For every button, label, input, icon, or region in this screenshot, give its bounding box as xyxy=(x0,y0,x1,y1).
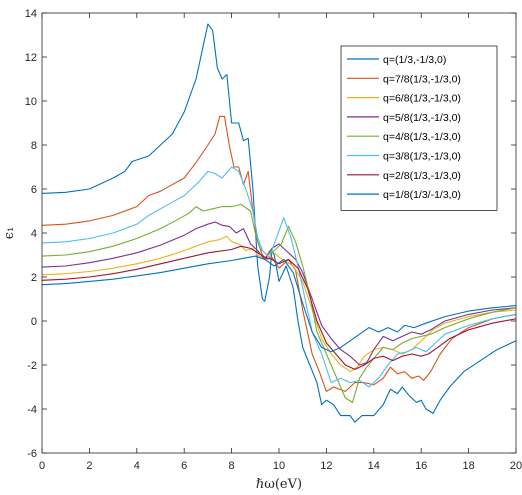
y-tick-label: 10 xyxy=(25,96,37,108)
x-axis: 0 2 4 6 8 10 12 14 16 18 20 xyxy=(39,13,522,472)
x-tick-label: 16 xyxy=(415,460,427,472)
y-tick-label: -2 xyxy=(27,360,37,372)
x-tick-label: 14 xyxy=(368,460,380,472)
y-axis: -6 -4 -2 0 2 4 6 8 10 12 14 xyxy=(25,8,516,460)
y-tick-label: 14 xyxy=(25,8,37,20)
x-tick-label: 8 xyxy=(229,460,235,472)
legend: q=(1/3,-1/3,0) q=7/8(1/3,-1/3,0) q=6/8(1/3… xyxy=(340,45,498,211)
x-tick-label: 4 xyxy=(134,460,140,472)
legend-label: q=3/8(1/3,-1/3,0) xyxy=(383,151,461,163)
series-line-7 xyxy=(42,245,516,370)
y-tick-label: 4 xyxy=(31,228,37,240)
y-tick-label: 8 xyxy=(31,140,37,152)
legend-label: q=5/8(1/3,-1/3,0) xyxy=(383,112,461,124)
y-tick-label: 2 xyxy=(31,272,37,284)
y-tick-label: -6 xyxy=(27,448,37,460)
legend-box xyxy=(340,45,498,211)
series-line-4 xyxy=(42,221,516,366)
legend-label: q=2/8(1/3,-1/3,0) xyxy=(383,170,461,182)
series-line-5 xyxy=(42,203,516,403)
x-tick-label: 0 xyxy=(39,460,45,472)
x-tick-label: 12 xyxy=(320,460,332,472)
series-line-1 xyxy=(42,23,516,423)
y-tick-label: 0 xyxy=(31,316,37,328)
legend-label: q=1/8(1/3/-1/3,0) xyxy=(383,189,461,201)
legend-label: q=4/8(1/3,-1/3,0) xyxy=(383,131,461,143)
x-tick-label: 2 xyxy=(86,460,92,472)
x-tick-label: 20 xyxy=(510,460,522,472)
x-axis-label: ℏω(eV) xyxy=(256,477,302,492)
y-tick-label: 6 xyxy=(31,184,37,196)
x-tick-label: 18 xyxy=(462,460,474,472)
series-lines xyxy=(42,23,516,423)
series-line-6 xyxy=(42,166,516,388)
legend-label: q=7/8(1/3,-1/3,0) xyxy=(383,73,461,85)
series-line-2 xyxy=(42,115,516,392)
series-line-3 xyxy=(42,235,516,373)
y-axis-label: ϵ₁ xyxy=(2,227,17,240)
x-tick-label: 6 xyxy=(181,460,187,472)
legend-label: q=(1/3,-1/3,0) xyxy=(383,54,446,66)
y-tick-label: -4 xyxy=(27,404,37,416)
legend-label: q=6/8(1/3,-1/3,0) xyxy=(383,93,461,105)
series-line-8 xyxy=(42,255,516,353)
x-tick-label: 10 xyxy=(273,460,285,472)
y-tick-label: 12 xyxy=(25,52,37,64)
